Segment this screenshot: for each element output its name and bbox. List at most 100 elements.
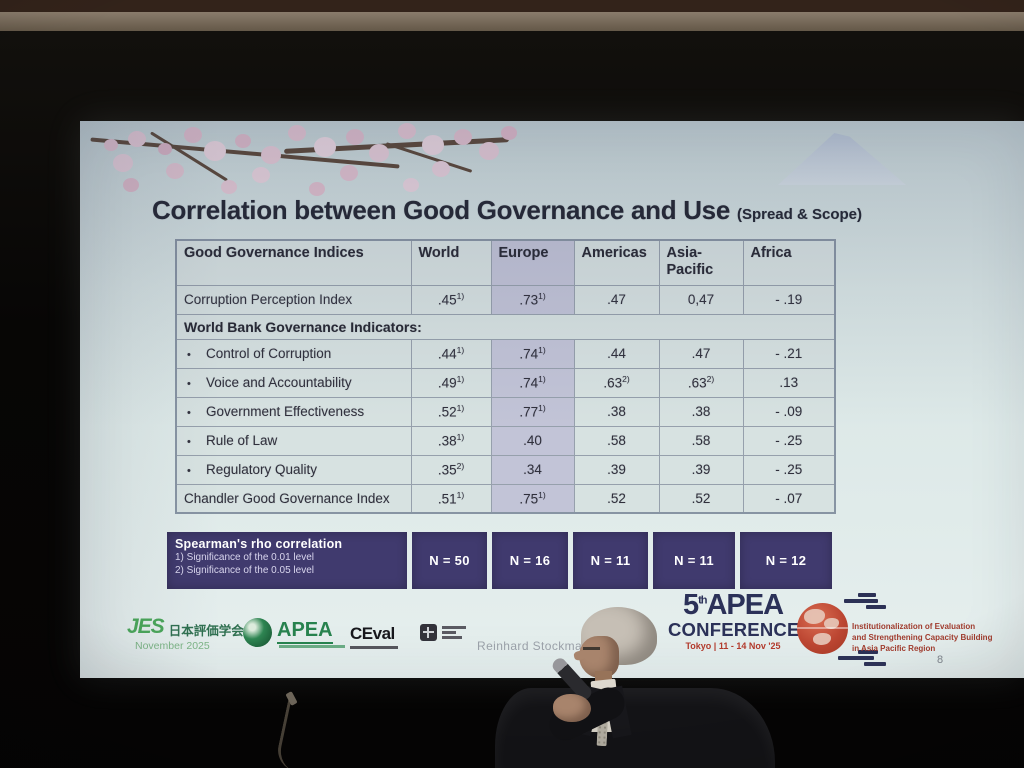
ceiling-beam: [0, 0, 1024, 12]
n-cell: N = 11: [573, 532, 648, 589]
row-label: • Government Effectiveness: [175, 396, 412, 427]
table-row: World Bank Governance Indicators:: [175, 313, 836, 340]
table-row: Chandler Good Governance Index .511) .751)…: [175, 483, 836, 514]
row-label: • Rule of Law: [175, 425, 412, 456]
ceval-name: CEval: [350, 624, 395, 643]
value-cell: .521): [410, 396, 492, 427]
significance-note-2: 2) Significance of the 0.05 level: [175, 565, 314, 577]
conference-text: 5thAPEA CONFERENCE Tokyo | 11 - 14 Nov '…: [668, 589, 800, 651]
value-cell: .34: [490, 454, 575, 485]
table-row: • Rule of Law .381) .40.58.58- .25: [175, 425, 836, 456]
row-label: • Control of Corruption: [175, 338, 412, 369]
value-cell: .751): [490, 483, 575, 514]
column-header: Good Governance Indices: [175, 239, 412, 286]
conference-line2: CONFERENCE: [668, 618, 800, 640]
presenter-suit: [495, 688, 775, 768]
value-cell: .52: [658, 483, 744, 514]
value-cell: - .09: [742, 396, 836, 427]
value-cell: - .19: [742, 284, 836, 315]
value-cell: .511): [410, 483, 492, 514]
branch-graphic: [90, 137, 400, 169]
value-cell: 0,47: [658, 284, 744, 315]
value-cell: .731): [490, 284, 575, 315]
table-row: • Voice and Accountability .491) .741) .632)…: [175, 367, 836, 398]
value-cell: .39: [658, 454, 744, 485]
value-cell: .40: [490, 425, 575, 456]
seal-text-lines: [442, 626, 466, 641]
value-cell: .381): [410, 425, 492, 456]
value-cell: - .07: [742, 483, 836, 514]
conference-dates: Tokyo | 11 - 14 Nov '25: [685, 640, 781, 651]
ceval-subtext-line: [350, 646, 398, 649]
table-row: • Control of Corruption .441) .741) .44.47- …: [175, 338, 836, 369]
column-header: World: [410, 239, 492, 286]
value-cell: .58: [573, 425, 660, 456]
jes-date: November 2025: [135, 640, 210, 652]
row-label: Corruption Perception Index: [175, 284, 412, 315]
spearman-note-block: Spearman's rho correlation 1) Significan…: [167, 532, 407, 589]
spearman-title: Spearman's rho correlation: [175, 537, 343, 551]
wall-trim: [0, 12, 1024, 31]
branch-graphic: [385, 142, 473, 173]
jes-logo: JES 日本評価学会 November 2025: [127, 615, 244, 652]
n-cell: N = 50: [412, 532, 487, 589]
slide-title-suffix: (Spread & Scope): [736, 206, 862, 223]
value-cell: .47: [658, 338, 744, 369]
presenter-silhouette: [495, 592, 775, 768]
apea-subtext-line: [279, 645, 345, 648]
section-label: World Bank Governance Indicators:: [175, 313, 836, 340]
logo-row: JES 日本評価学会 November 2025 APEA CEval Rein…: [80, 591, 1024, 671]
value-cell: - .21: [742, 338, 836, 369]
presenter-glasses: [583, 647, 600, 650]
value-cell: - .25: [742, 425, 836, 456]
stats-footer: Spearman's rho correlation 1) Significan…: [167, 532, 842, 589]
jes-acronym: JES: [127, 615, 165, 638]
row-label: Chandler Good Governance Index: [175, 483, 412, 514]
value-cell: .47: [573, 284, 660, 315]
mount-fuji-graphic: [778, 133, 906, 185]
column-header: Americas: [573, 239, 660, 286]
value-cell: .58: [658, 425, 744, 456]
value-cell: .741): [490, 367, 575, 398]
value-cell: .39: [573, 454, 660, 485]
value-cell: .491): [410, 367, 492, 398]
cloud-icon: [844, 593, 886, 611]
column-header-europe: Europe: [490, 239, 575, 286]
column-header: Africa: [742, 239, 836, 286]
ceval-logo: CEval: [350, 624, 398, 649]
cloud-icon: [838, 650, 886, 668]
value-cell: .632): [573, 367, 660, 398]
table-row: • Government Effectiveness .521) .771) .38.3…: [175, 396, 836, 427]
value-cell: .13: [742, 367, 836, 398]
slide-title: Correlation between Good Governance and …: [152, 195, 1012, 226]
value-cell: - .25: [742, 454, 836, 485]
page-number: 8: [937, 654, 944, 666]
table-row: Corruption Perception Index .451) .731) .47…: [175, 284, 836, 315]
value-cell: .352): [410, 454, 492, 485]
table-header-row: Good Governance Indices World Europe Ame…: [175, 239, 836, 286]
seal-icon: [420, 624, 437, 641]
jes-japanese-name: 日本評価学会: [168, 624, 244, 638]
branch-graphic: [150, 131, 228, 182]
cherry-blossom-decoration: [84, 121, 524, 203]
n-cell: N = 12: [740, 532, 832, 589]
table-body: Corruption Perception Index .451) .731) .47…: [175, 284, 836, 514]
university-seal-logo: [420, 624, 466, 641]
projection-screen: Correlation between Good Governance and …: [80, 121, 1024, 678]
apea-name: APEA: [277, 620, 333, 644]
apea-logo: APEA: [243, 618, 345, 648]
blossom-petals: [104, 139, 118, 151]
row-label: • Regulatory Quality: [175, 454, 412, 485]
n-cell: N = 11: [653, 532, 735, 589]
conference-tagline: Institutionalization of Evaluation and S…: [852, 622, 993, 653]
row-label: • Voice and Accountability: [175, 367, 412, 398]
apea-globe-icon: [243, 618, 272, 647]
value-cell: .451): [410, 284, 492, 315]
value-cell: .38: [573, 396, 660, 427]
significance-note-1: 1) Significance of the 0.01 level: [175, 552, 314, 563]
conference-line1: 5thAPEA: [682, 589, 784, 621]
value-cell: .38: [658, 396, 744, 427]
table-row: • Regulatory Quality .352) .34.39.39- .25: [175, 454, 836, 485]
conference-globe-icon: [797, 603, 848, 654]
presenter-hand: [553, 694, 591, 722]
